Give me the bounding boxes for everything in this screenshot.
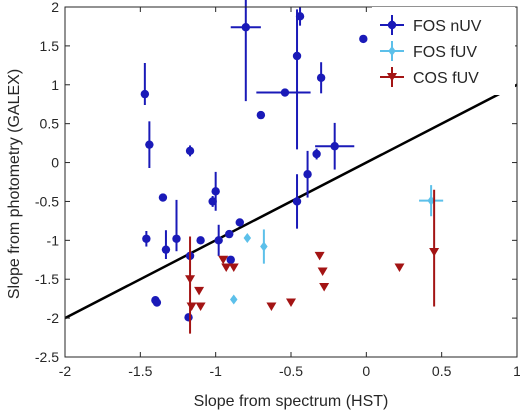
series-cos-fuv xyxy=(185,189,440,334)
legend-label: COS fUV xyxy=(413,70,479,87)
legend-marker xyxy=(387,73,397,82)
y-tick-label: -2.5 xyxy=(35,349,59,365)
data-point xyxy=(214,236,223,245)
legend-marker xyxy=(388,46,396,56)
axes: -2 -1.5 -1 -0.5 0 0.5 1-2.5-2-1.5-1-0.500.511.… xyxy=(35,0,520,379)
data-point xyxy=(359,34,368,44)
data-point xyxy=(295,12,305,21)
x-tick-label: -0.5 xyxy=(279,363,303,379)
data-point xyxy=(330,142,339,151)
series-fos-nuv xyxy=(140,0,368,322)
data-point xyxy=(427,195,435,206)
reference-line xyxy=(64,83,518,320)
data-point xyxy=(256,110,266,120)
x-tick-label: -1 xyxy=(209,363,222,379)
legend: FOS nUV FOS fUV COS fUV xyxy=(372,7,515,95)
legend-entry-fos-fuv: FOS fUV xyxy=(380,41,477,61)
x-tick-label: 0.5 xyxy=(432,363,452,379)
reference-line-y-equals-x xyxy=(64,83,518,320)
data-point xyxy=(184,313,193,322)
data-point xyxy=(226,255,235,264)
data-point xyxy=(140,89,150,99)
data-point xyxy=(429,248,440,257)
data-point xyxy=(185,146,195,156)
data-point xyxy=(292,197,302,206)
data-point xyxy=(228,263,239,273)
data-point xyxy=(280,88,290,97)
legend-entry-fos-nuv: FOS nUV xyxy=(380,15,482,35)
data-point xyxy=(319,283,330,292)
data-point xyxy=(229,294,238,305)
data-point xyxy=(314,251,325,261)
data-point xyxy=(172,234,181,243)
legend-label: FOS fUV xyxy=(413,44,477,61)
data-point xyxy=(218,255,229,265)
y-tick-label: 0.5 xyxy=(40,116,60,132)
y-tick-label: 1.5 xyxy=(40,38,60,54)
y-axis-label: Slope from photometry (GALEX) xyxy=(6,69,23,299)
legend-marker xyxy=(387,20,397,30)
data-point xyxy=(292,51,302,61)
data-point xyxy=(145,140,154,149)
data-point xyxy=(194,286,205,296)
data-point xyxy=(312,149,321,159)
y-tick-label: 2 xyxy=(51,0,59,15)
legend-entry-cos-fuv: COS fUV xyxy=(380,67,479,87)
y-tick-label: -0.5 xyxy=(35,193,59,209)
data-point xyxy=(235,218,244,227)
legend-label: FOS nUV xyxy=(413,18,482,35)
data-point xyxy=(152,298,162,307)
data-point xyxy=(142,234,151,243)
data-point xyxy=(161,245,171,254)
data-point xyxy=(260,241,268,252)
data-point xyxy=(211,187,220,196)
y-tick-label: -1 xyxy=(47,232,60,248)
data-point xyxy=(241,23,250,32)
data-point xyxy=(185,275,196,284)
x-tick-label: 0 xyxy=(362,363,370,379)
data-point xyxy=(317,267,328,276)
data-point xyxy=(266,302,277,311)
data-point xyxy=(243,233,252,243)
data-point xyxy=(186,302,197,311)
data-marks xyxy=(140,0,444,334)
data-point xyxy=(196,236,205,245)
y-tick-label: 0 xyxy=(51,155,59,171)
data-point xyxy=(286,298,296,308)
data-point xyxy=(316,73,326,82)
x-tick-label: -1.5 xyxy=(128,363,152,379)
y-tick-label: -1.5 xyxy=(35,271,59,287)
x-axis-label: Slope from spectrum (HST) xyxy=(194,393,389,410)
series-fos-fuv xyxy=(229,185,444,305)
data-point xyxy=(394,263,405,273)
data-point xyxy=(303,170,312,179)
data-point xyxy=(158,193,168,202)
data-point xyxy=(195,302,206,311)
x-tick-label: -2 xyxy=(59,363,72,379)
y-tick-label: 1 xyxy=(51,77,59,93)
data-point xyxy=(225,229,234,239)
x-tick-label: 1 xyxy=(513,363,520,379)
y-tick-label: -2 xyxy=(47,310,60,326)
data-point xyxy=(221,263,232,273)
